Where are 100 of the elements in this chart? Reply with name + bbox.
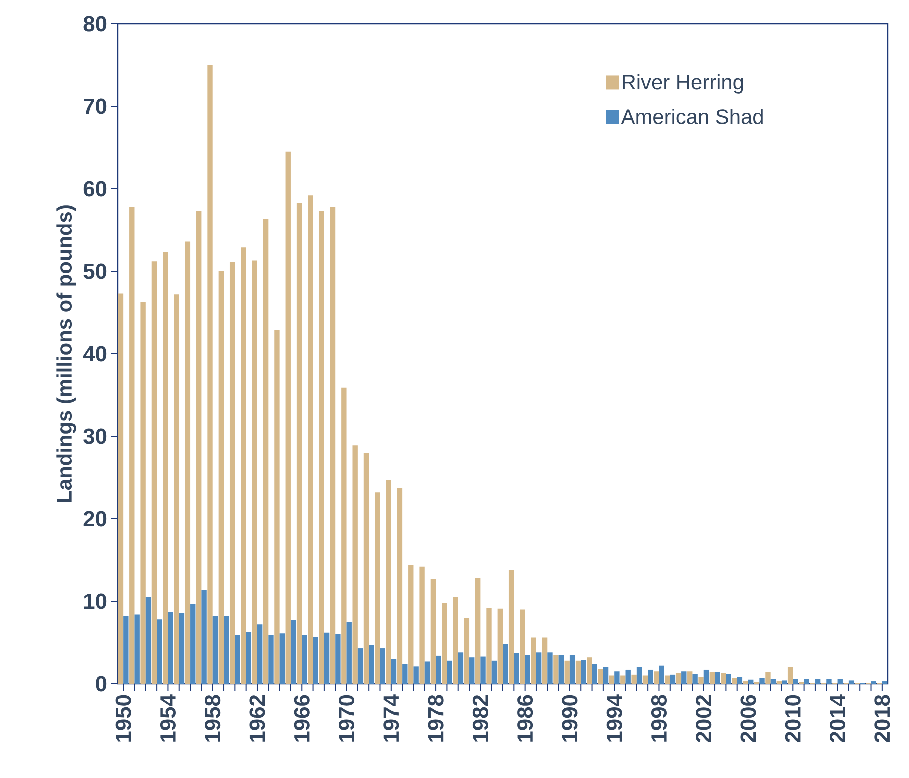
- bar: [721, 673, 726, 684]
- bar: [453, 597, 458, 684]
- bar: [296, 203, 302, 684]
- x-tick-label: 1994: [606, 694, 622, 742]
- bar: [290, 620, 296, 684]
- bar: [620, 676, 626, 684]
- x-tick-label: 1950: [116, 695, 132, 742]
- bar: [391, 659, 397, 684]
- x-tick-label: 1962: [250, 695, 266, 742]
- bar: [268, 635, 274, 684]
- x-tick-label: 2010: [785, 695, 801, 743]
- bar: [140, 302, 146, 684]
- bar: [536, 652, 542, 684]
- x-tick-label: 1970: [339, 695, 355, 742]
- bar: [280, 634, 285, 684]
- bar: [447, 660, 452, 684]
- x-tick-label: 2002: [696, 695, 712, 743]
- bar: [558, 655, 564, 684]
- bar: [592, 664, 598, 684]
- bar: [336, 634, 341, 684]
- bar: [235, 635, 240, 684]
- legend-label: American Shad: [621, 109, 763, 124]
- bar: [420, 566, 425, 684]
- bar: [570, 655, 576, 684]
- bar: [263, 220, 269, 684]
- x-tick-label: 1958: [205, 695, 221, 742]
- bar: [554, 655, 559, 684]
- bar: [692, 674, 698, 684]
- bar: [470, 658, 475, 684]
- y-tick-label: 60: [84, 181, 107, 197]
- x-tick-label: 1998: [651, 695, 667, 742]
- bar: [324, 632, 330, 684]
- bar: [514, 653, 520, 684]
- bar: [665, 676, 670, 684]
- bar: [480, 656, 486, 684]
- bar: [157, 620, 162, 684]
- y-tick-label: 70: [84, 98, 107, 114]
- bar: [770, 679, 776, 684]
- bar: [564, 660, 570, 684]
- bar: [196, 211, 202, 684]
- bar: [118, 294, 124, 684]
- bar: [475, 578, 481, 684]
- bar: [492, 660, 498, 684]
- x-tick-label: 2014: [830, 694, 846, 743]
- bar: [163, 252, 168, 684]
- y-tick-label: 80: [84, 16, 107, 32]
- bar: [286, 152, 291, 684]
- legend-label: River Herring: [623, 74, 744, 94]
- y-tick-label: 30: [84, 428, 107, 444]
- x-tick-label: 1966: [294, 695, 310, 742]
- bar: [241, 248, 246, 684]
- y-tick-label: 10: [84, 594, 107, 610]
- bar: [224, 616, 230, 684]
- bar: [682, 672, 687, 684]
- bar: [732, 678, 738, 684]
- bar: [748, 680, 754, 684]
- bar: [174, 294, 180, 684]
- bar: [380, 648, 386, 684]
- x-tick-label: 2018: [874, 695, 890, 743]
- bar: [302, 635, 308, 684]
- x-tick-label: 1974: [384, 694, 400, 742]
- bar: [542, 638, 548, 684]
- bar: [715, 672, 720, 684]
- bar: [346, 622, 352, 684]
- bar: [648, 670, 654, 684]
- bar: [464, 618, 470, 684]
- bar: [179, 613, 185, 684]
- bar: [330, 207, 336, 684]
- y-tick-label: 20: [84, 511, 107, 527]
- bar: [737, 677, 743, 684]
- bar: [698, 677, 704, 684]
- bar: [369, 645, 374, 684]
- bar: [134, 614, 140, 684]
- bar: [688, 672, 693, 684]
- bar: [218, 272, 224, 684]
- x-tick-label: 1986: [518, 695, 534, 742]
- bar: [442, 603, 448, 684]
- bar: [603, 668, 609, 684]
- bar: [826, 679, 832, 684]
- bar: [458, 652, 464, 684]
- bar: [342, 388, 347, 684]
- bar: [498, 608, 503, 684]
- bar: [654, 672, 660, 684]
- y-tick-label: 50: [84, 264, 107, 280]
- bar: [609, 676, 615, 684]
- bar: [408, 565, 414, 684]
- bar: [632, 674, 637, 684]
- x-tick-label: 1978: [428, 695, 444, 742]
- bar: [424, 662, 430, 684]
- bar: [503, 644, 508, 684]
- x-tick-label: 1954: [160, 694, 176, 742]
- bar: [815, 679, 821, 684]
- bar: [670, 674, 676, 684]
- y-axis-title: Landings (millions of pounds): [56, 206, 76, 502]
- bar: [397, 488, 403, 684]
- bar: [793, 679, 798, 684]
- bar: [252, 260, 258, 684]
- bar: [152, 262, 158, 684]
- bar: [208, 65, 213, 684]
- x-tick-label: 1990: [562, 695, 578, 742]
